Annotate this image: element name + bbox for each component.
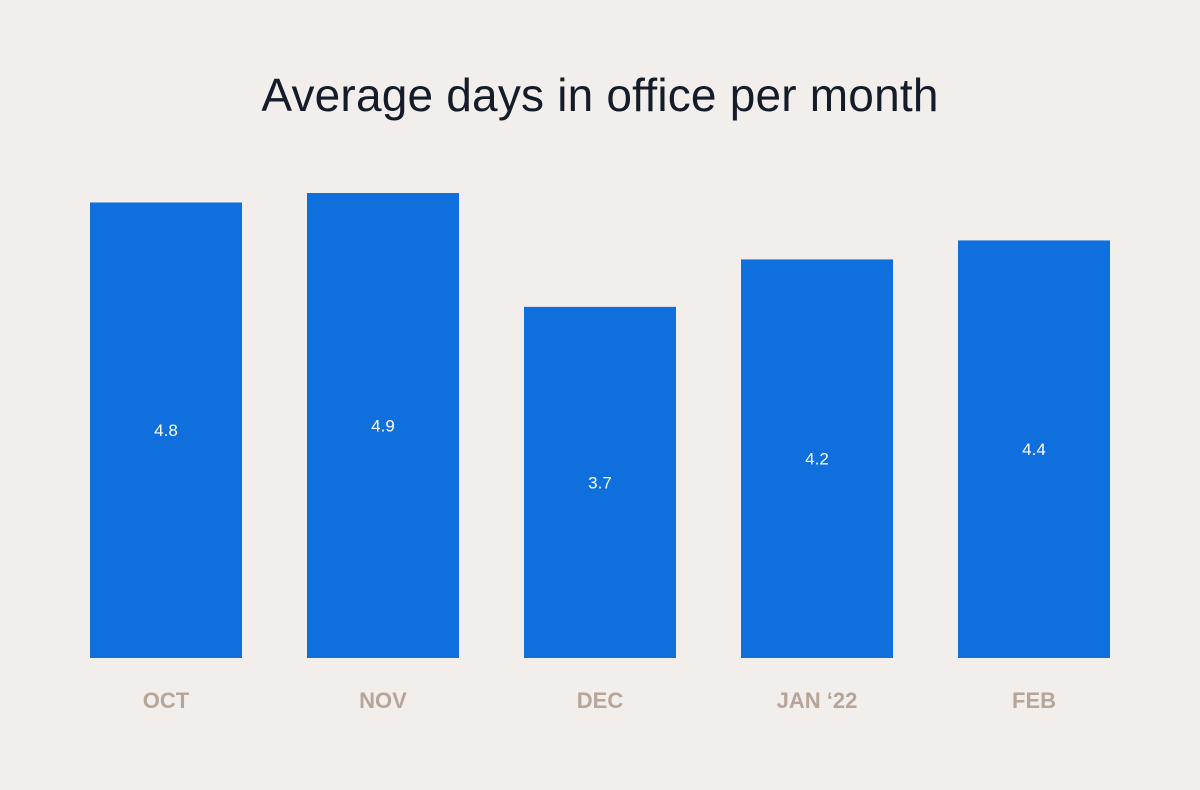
data-label-1: 4.8 <box>154 421 178 440</box>
data-label-3: 3.7 <box>588 473 612 492</box>
category-label-5: FEB <box>1012 688 1056 713</box>
category-label-2: NOV <box>359 688 407 713</box>
bar-3 <box>524 306 676 658</box>
data-label-2: 4.9 <box>371 416 395 435</box>
bar-1 <box>90 202 242 659</box>
category-label-1: OCT <box>143 688 190 713</box>
bars-layer <box>90 192 1110 659</box>
bar-4 <box>741 259 893 658</box>
value-labels-layer: 4.8 4.9 3.7 4.2 4.4 <box>154 416 1046 492</box>
bar-2 <box>307 192 459 659</box>
bar-5 <box>958 240 1110 658</box>
data-label-5: 4.4 <box>1022 440 1046 459</box>
chart-title: Average days in office per month <box>261 69 939 121</box>
data-label-4: 4.2 <box>805 450 829 469</box>
category-labels-layer: OCT NOV DEC JAN ‘22 FEB <box>143 688 1056 713</box>
category-label-3: DEC <box>577 688 624 713</box>
category-label-4: JAN ‘22 <box>777 688 858 713</box>
